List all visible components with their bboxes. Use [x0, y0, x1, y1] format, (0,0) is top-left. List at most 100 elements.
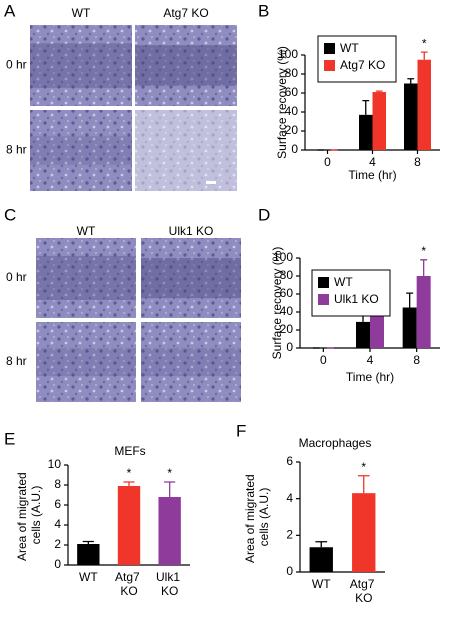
- image-row-label: 8 hr: [6, 143, 27, 157]
- y-tick-label: 2: [286, 528, 293, 542]
- micrograph: [141, 322, 241, 402]
- panel-letter: F: [236, 421, 246, 440]
- bar: [117, 486, 141, 565]
- x-axis-label: Time (hr): [348, 168, 396, 182]
- image-row-label: 0 hr: [6, 270, 27, 284]
- bar: [352, 493, 376, 572]
- image-column-label: Ulk1 KO: [169, 224, 214, 238]
- x-tick-label: WT: [312, 577, 331, 591]
- wound-gap: [36, 256, 136, 300]
- bar: [77, 544, 100, 565]
- x-tick-label: Atg7 KO: [115, 570, 143, 598]
- error-bar: [420, 51, 428, 60]
- error-bar: [375, 90, 383, 93]
- error-bar: [357, 475, 370, 494]
- legend-label: WT: [334, 275, 353, 289]
- error-bar: [420, 259, 428, 276]
- legend-label: Ulk1 KO: [334, 292, 379, 306]
- error-bar: [407, 78, 415, 84]
- y-axis-label: Area of migrated cells (A.U.): [15, 469, 43, 561]
- micrograph: [135, 110, 237, 191]
- y-tick-label: 0: [286, 564, 293, 578]
- x-tick-label: 0: [324, 155, 331, 169]
- x-tick-label: Ulk1 KO: [156, 570, 183, 598]
- y-tick-label: 4: [54, 517, 61, 531]
- error-bar: [164, 481, 176, 497]
- micrograph: [135, 25, 237, 106]
- bar: [402, 307, 417, 348]
- wound-gap: [135, 45, 237, 86]
- bar: [404, 83, 418, 150]
- chart-title: MEFs: [114, 444, 145, 458]
- image-row-label: 8 hr: [6, 354, 27, 368]
- significance-mark: *: [167, 466, 172, 480]
- error-bar: [82, 540, 94, 544]
- bar: [372, 92, 386, 150]
- bar: [356, 321, 370, 348]
- bar: [417, 59, 431, 150]
- micrograph: [30, 25, 132, 106]
- y-axis-label: Surface recovery (%): [275, 46, 289, 159]
- error-bar: [315, 541, 328, 548]
- legend-swatch: [318, 277, 329, 288]
- micrograph: [36, 238, 136, 318]
- closed-wound: [135, 110, 237, 191]
- x-tick-label: 8: [414, 155, 421, 169]
- panel-letter: D: [258, 205, 270, 224]
- wound-gap: [36, 348, 136, 376]
- legend-swatch: [324, 60, 335, 71]
- micrograph: [141, 238, 241, 318]
- x-tick-label: 0: [320, 353, 327, 367]
- y-tick-label: 0: [286, 340, 293, 354]
- error-bar: [362, 99, 370, 115]
- image-column-label: WT: [77, 224, 96, 238]
- image-row-label: 0 hr: [6, 58, 27, 72]
- wound-gap: [30, 43, 132, 88]
- y-tick-label: 40: [285, 104, 299, 118]
- panel-letter: B: [258, 1, 269, 20]
- y-tick-label: 80: [280, 268, 294, 282]
- legend-label: WT: [340, 41, 359, 55]
- scale-bar: [206, 181, 216, 184]
- y-tick-label: 60: [280, 286, 294, 300]
- y-tick-label: 0: [291, 142, 298, 156]
- panel-letter: A: [4, 1, 16, 20]
- bar: [158, 497, 181, 565]
- y-tick-label: 6: [286, 454, 293, 468]
- y-tick-label: 4: [286, 491, 293, 505]
- wound-gap: [141, 348, 241, 376]
- legend-swatch: [324, 43, 335, 54]
- y-tick-label: 100: [273, 250, 293, 264]
- bar: [309, 547, 333, 572]
- x-tick-label: Atg7 KO: [350, 577, 378, 605]
- error-bar: [123, 481, 135, 486]
- y-tick-label: 60: [285, 85, 299, 99]
- y-tick-label: 10: [48, 457, 62, 471]
- y-tick-label: 6: [54, 497, 61, 511]
- y-tick-label: 20: [285, 123, 299, 137]
- x-tick-label: 4: [369, 155, 376, 169]
- significance-mark: *: [421, 244, 426, 258]
- chart-title: Macrophages: [299, 436, 372, 450]
- y-tick-label: 2: [54, 537, 61, 551]
- significance-mark: *: [422, 36, 427, 50]
- micrograph: [30, 110, 132, 191]
- y-tick-label: 0: [54, 557, 61, 571]
- y-tick-label: 100: [278, 47, 298, 61]
- x-tick-label: 4: [367, 353, 374, 367]
- y-tick-label: 20: [280, 322, 294, 336]
- image-column-label: Atg7 KO: [163, 6, 208, 20]
- panel-letter: C: [4, 205, 16, 224]
- error-bar: [406, 292, 414, 308]
- y-tick-label: 80: [285, 66, 299, 80]
- bar: [416, 276, 431, 348]
- wound-gap: [141, 258, 241, 298]
- wound-gap: [30, 136, 132, 165]
- legend-swatch: [318, 294, 329, 305]
- x-tick-label: 8: [413, 353, 420, 367]
- y-tick-label: 8: [54, 477, 61, 491]
- significance-mark: *: [127, 466, 132, 480]
- bar: [359, 114, 373, 150]
- image-column-label: WT: [72, 6, 91, 20]
